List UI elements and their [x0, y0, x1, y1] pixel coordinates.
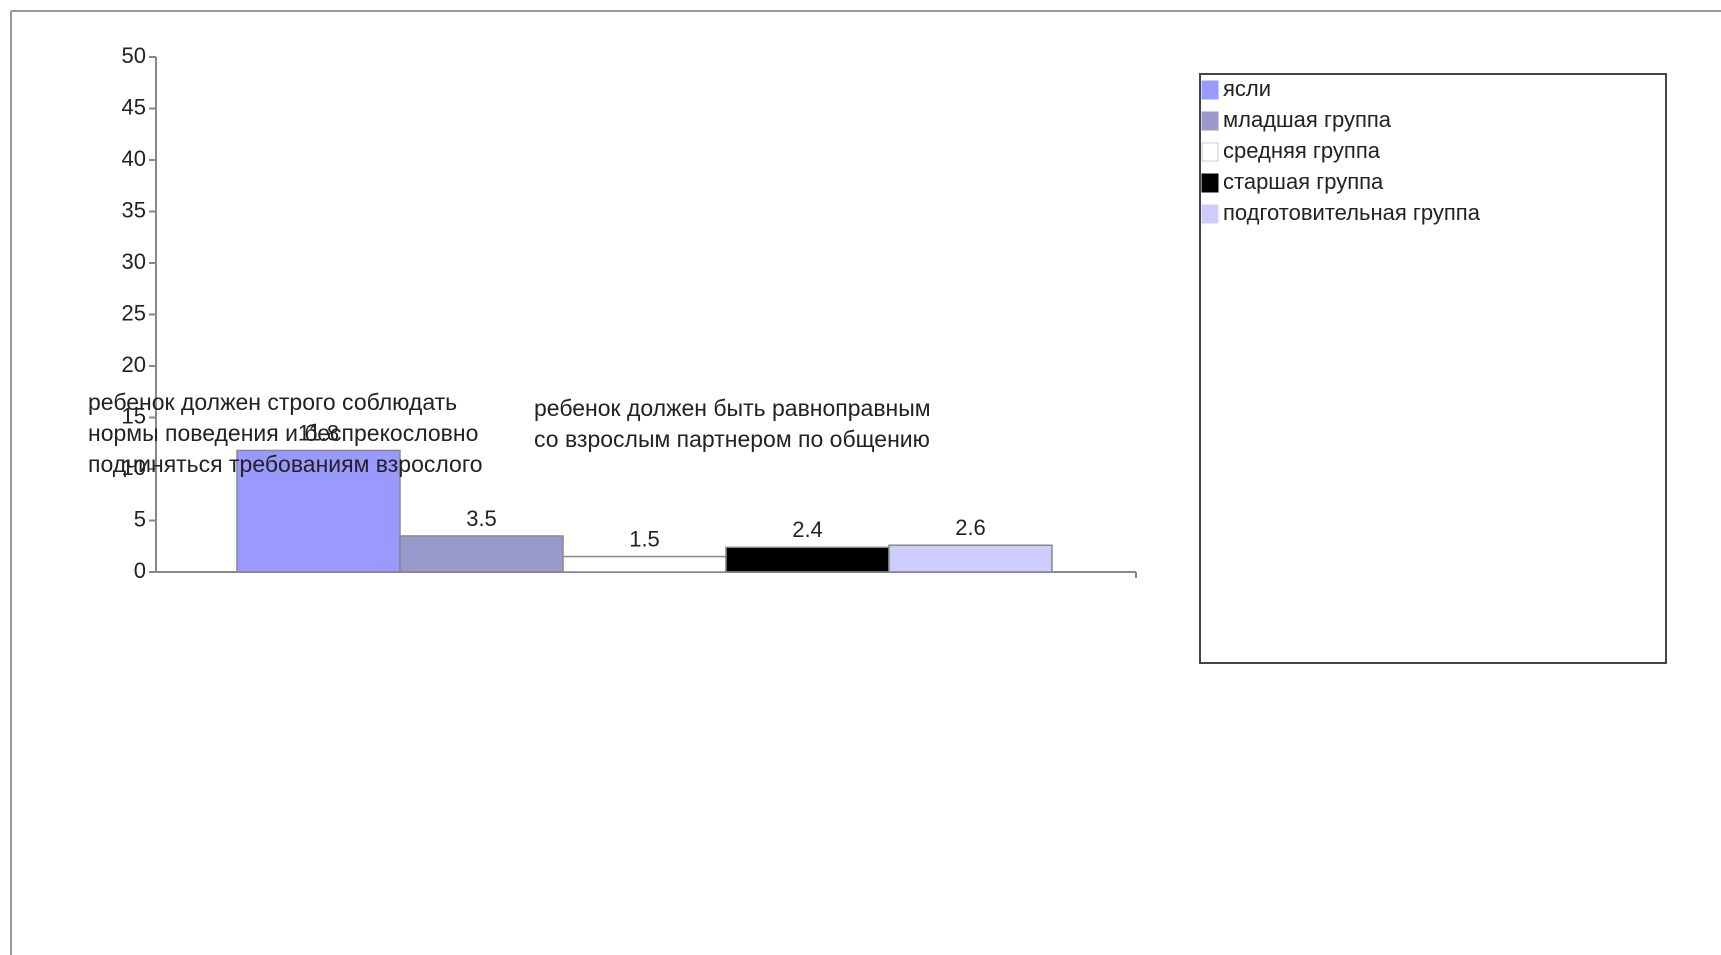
legend-label: средняя группа [1223, 138, 1381, 163]
value-label: 2.4 [792, 517, 823, 542]
y-tick-label: 40 [122, 146, 146, 171]
y-tick-label: 5 [134, 506, 146, 531]
value-label: 1.5 [629, 526, 660, 551]
legend-swatch [1201, 80, 1219, 100]
legend-swatch [1201, 111, 1219, 131]
legend-swatch [1201, 142, 1219, 162]
legend-label: старшая группа [1223, 169, 1384, 194]
y-tick-label: 25 [122, 300, 146, 325]
bar [562, 555, 727, 573]
y-tick-label: 35 [122, 197, 146, 222]
category-label: ребенок должен быть равноправным со взро… [534, 395, 931, 452]
y-tick-label: 20 [122, 352, 146, 377]
value-label: 2.6 [955, 515, 986, 540]
category-label: ребенок должен строго соблюдать нормы по… [88, 389, 483, 477]
bar [399, 535, 564, 573]
y-tick-label: 45 [122, 94, 146, 119]
y-tick-label: 0 [134, 558, 146, 583]
y-tick-label: 15 [122, 403, 146, 428]
value-label: 11.8 [298, 420, 339, 445]
y-tick-label: 50 [122, 43, 146, 68]
legend-swatch [1201, 173, 1219, 193]
legend-label: ясли [1223, 76, 1271, 101]
legend-swatch [1201, 204, 1219, 224]
legend-label: подготовительная группа [1223, 200, 1481, 225]
bar [236, 449, 401, 573]
bar [725, 546, 890, 573]
legend-box [1199, 73, 1667, 664]
y-tick-label: 30 [122, 249, 146, 274]
value-label: 3.5 [466, 506, 497, 531]
bar [888, 544, 1053, 573]
legend-label: младшая группа [1223, 107, 1392, 132]
y-tick-label: 10 [122, 455, 146, 480]
